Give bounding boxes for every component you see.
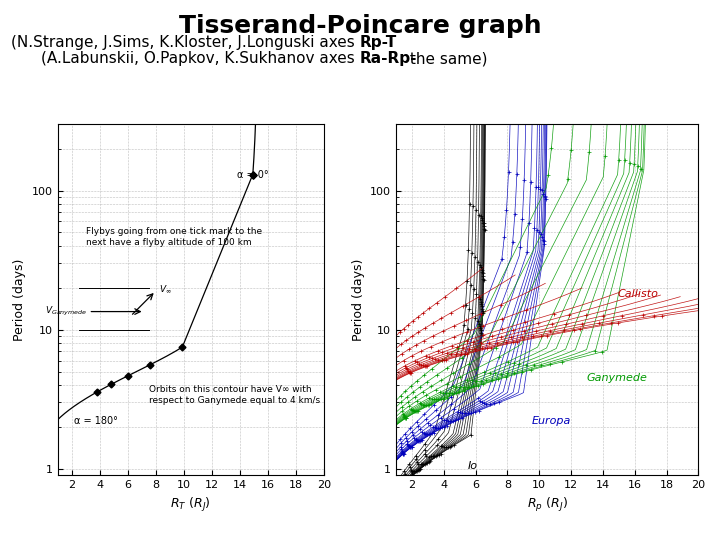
Text: Io: Io bbox=[467, 461, 477, 471]
Text: $V_{Ganymede}$: $V_{Ganymede}$ bbox=[45, 305, 87, 318]
Text: $V_{\infty}$: $V_{\infty}$ bbox=[158, 284, 171, 295]
Text: Ganymede: Ganymede bbox=[587, 373, 648, 383]
X-axis label: $R_T\ (R_J)$: $R_T\ (R_J)$ bbox=[171, 496, 211, 514]
Text: Callisto: Callisto bbox=[618, 289, 659, 299]
Text: α = 180°: α = 180° bbox=[74, 416, 118, 426]
Text: Flybys going from one tick mark to the
next have a flyby altitude of 100 km: Flybys going from one tick mark to the n… bbox=[86, 227, 262, 247]
Text: (A.Labunskii, O.Papkov, K.Sukhanov axes: (A.Labunskii, O.Papkov, K.Sukhanov axes bbox=[41, 51, 360, 66]
Text: α = 0°: α = 0° bbox=[237, 170, 269, 180]
X-axis label: $R_p\ (R_J)$: $R_p\ (R_J)$ bbox=[527, 496, 567, 514]
Y-axis label: Period (days): Period (days) bbox=[351, 259, 364, 341]
Text: Ra-Rp-: Ra-Rp- bbox=[360, 51, 418, 66]
Text: Orbits on this contour have V∞ with
respect to Ganymede equal to 4 km/s: Orbits on this contour have V∞ with resp… bbox=[149, 385, 320, 405]
Text: Tisserand-Poincare graph: Tisserand-Poincare graph bbox=[179, 14, 541, 37]
Text: Europa: Europa bbox=[531, 416, 571, 426]
Text: (N.Strange, J.Sims, K.Kloster, J.Longuski axes: (N.Strange, J.Sims, K.Kloster, J.Longusk… bbox=[12, 35, 360, 50]
Text: Rp-T: Rp-T bbox=[360, 35, 397, 50]
Text: the same): the same) bbox=[405, 51, 487, 66]
Y-axis label: Period (days): Period (days) bbox=[13, 259, 26, 341]
